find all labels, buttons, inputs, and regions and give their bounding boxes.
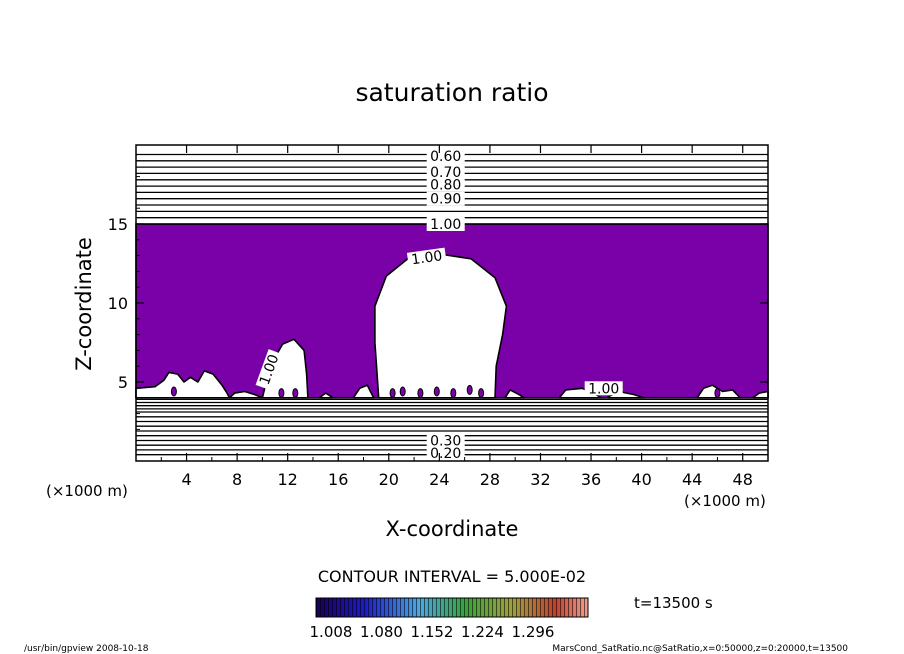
label-backing bbox=[426, 177, 465, 192]
x-tick-label: 32 bbox=[530, 470, 550, 489]
label-backing bbox=[426, 217, 465, 231]
x-tick-label: 28 bbox=[480, 470, 500, 489]
footer-left: /usr/bin/gpview 2008-10-18 bbox=[24, 644, 149, 654]
label-backing bbox=[426, 149, 465, 164]
speck bbox=[478, 388, 485, 399]
x-tick-label: 36 bbox=[581, 470, 601, 489]
colorbar-tick-label: 1.296 bbox=[512, 623, 555, 641]
y-tick-label: 15 bbox=[108, 215, 128, 234]
label-backing bbox=[426, 164, 465, 179]
contour-label-text: 1.00 bbox=[410, 248, 443, 268]
colorbar-labels: 1.008 1.080 1.152 1.224 1.296 bbox=[310, 623, 555, 641]
x-tick-label: 12 bbox=[278, 470, 298, 489]
x-tick-label: 8 bbox=[232, 470, 242, 489]
label-backing bbox=[426, 433, 465, 448]
x-tick-label: 16 bbox=[328, 470, 348, 489]
chart-title: saturation ratio bbox=[355, 78, 548, 107]
contour-label-text: 0.60 bbox=[430, 149, 461, 165]
speck bbox=[389, 388, 396, 399]
time-label: t=13500 s bbox=[634, 594, 713, 612]
speck bbox=[714, 388, 721, 399]
speck bbox=[170, 386, 177, 397]
x-axis: 4 8 12 16 20 24 28 32 36 40 44 48 bbox=[160, 145, 753, 489]
x-tick-label: 4 bbox=[181, 470, 191, 489]
large-cloud bbox=[374, 253, 508, 399]
colorbar: 1.008 1.080 1.152 1.224 1.296 bbox=[310, 597, 589, 641]
mid-bump-1 bbox=[318, 392, 334, 399]
contour-label-text: 0.30 bbox=[430, 434, 461, 450]
subsaturated-pockets bbox=[135, 253, 769, 399]
upper-contour-label: 0.90 bbox=[426, 191, 465, 208]
inner-contour-label: 1.00 bbox=[406, 247, 447, 268]
contour-label-text: 0.80 bbox=[430, 178, 461, 194]
left-shelf bbox=[228, 390, 264, 399]
contour-label-text: 0.70 bbox=[430, 165, 461, 181]
colorbar-tick-label: 1.008 bbox=[310, 623, 353, 641]
upper-contour-label: 0.80 bbox=[426, 177, 465, 194]
x-axis-label: X-coordinate bbox=[386, 517, 519, 541]
y-tick-label: 5 bbox=[118, 373, 128, 392]
speck bbox=[399, 386, 406, 397]
plot-area: 0.600.700.800.901.000.200.301.001.001.00 bbox=[135, 144, 769, 462]
colorbar-tick-label: 1.224 bbox=[461, 623, 504, 641]
x-unit-right: (×1000 m) bbox=[684, 492, 766, 510]
x-tick-label: 44 bbox=[682, 470, 702, 489]
inner-contour-label: 1.00 bbox=[584, 381, 623, 397]
speck bbox=[292, 388, 299, 399]
x-unit-left: (×1000 m) bbox=[46, 482, 128, 500]
contour-label-text: 1.00 bbox=[430, 217, 461, 233]
mid-bump-2 bbox=[352, 384, 375, 399]
speck bbox=[278, 388, 285, 399]
y-tick-label: 10 bbox=[108, 294, 128, 313]
x-tick-label: 48 bbox=[733, 470, 753, 489]
speck bbox=[417, 388, 424, 399]
footer-right: MarsCond_SatRatio.nc@SatRatio,x=0:50000,… bbox=[552, 644, 848, 654]
label-backing bbox=[406, 247, 447, 267]
label-backing bbox=[426, 446, 465, 461]
colorbar-frame bbox=[315, 597, 589, 618]
colorbar-stripes bbox=[316, 598, 588, 617]
x-tick-label: 40 bbox=[631, 470, 651, 489]
mid-bump-3 bbox=[504, 389, 525, 399]
contour-label-text: 0.90 bbox=[430, 192, 461, 208]
speck bbox=[466, 384, 473, 395]
contour-label-text: 0.20 bbox=[430, 446, 461, 462]
x-tick-label: 20 bbox=[379, 470, 399, 489]
label-backing bbox=[426, 191, 465, 206]
colorbar-tick-label: 1.080 bbox=[360, 623, 403, 641]
speck bbox=[450, 388, 457, 399]
upper-contour-label: 0.60 bbox=[426, 149, 465, 165]
lower-contour-label: 0.30 bbox=[426, 433, 465, 450]
x-tick-label: 24 bbox=[429, 470, 449, 489]
upper-contour-label: 1.00 bbox=[426, 217, 465, 233]
contour-label-text: 1.00 bbox=[588, 381, 619, 397]
speck bbox=[433, 386, 440, 397]
y-axis: 5 10 15 bbox=[108, 160, 768, 446]
lower-contour-label: 0.20 bbox=[426, 446, 465, 462]
contour-interval: CONTOUR INTERVAL = 5.000E-02 bbox=[318, 567, 586, 586]
y-axis-label: Z-coordinate bbox=[72, 237, 96, 371]
label-backing bbox=[255, 349, 282, 390]
left-bumps bbox=[135, 370, 231, 399]
upper-contour-label: 0.70 bbox=[426, 164, 465, 181]
colorbar-tick-label: 1.152 bbox=[411, 623, 454, 641]
label-backing bbox=[584, 381, 623, 396]
